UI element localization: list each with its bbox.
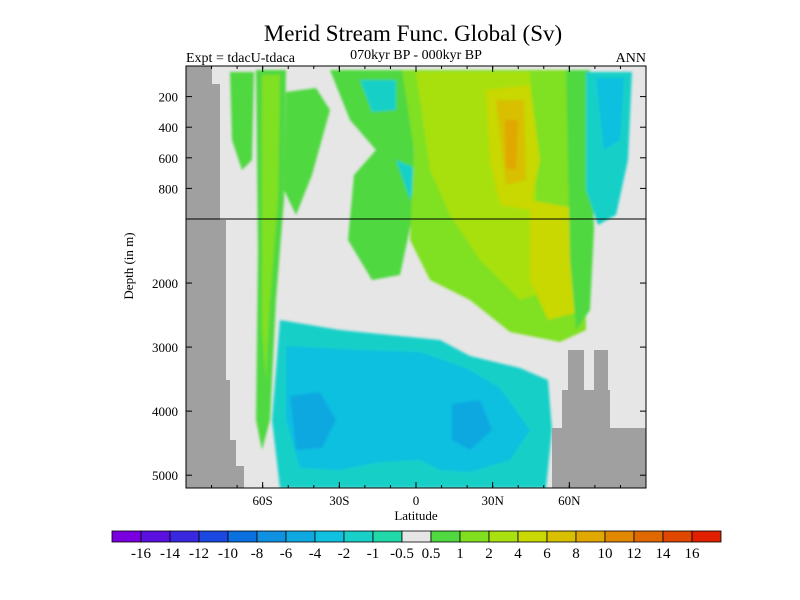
colorbar-swatch	[140, 530, 171, 543]
colorbar-swatch	[662, 530, 693, 543]
colorbar-label: 0.5	[422, 546, 441, 562]
time-range-label: 070kyr BP - 000kyr BP	[350, 48, 482, 63]
x-tick-label: 0	[413, 493, 420, 508]
colorbar-label: -6	[280, 546, 293, 562]
y-tick-label: 2000	[152, 276, 178, 291]
y-tick-label: 5000	[152, 468, 178, 483]
colorbar-label: 10	[598, 546, 613, 562]
x-tick-label: 60N	[558, 493, 581, 508]
x-tick-label: 60S	[253, 493, 273, 508]
northern-bathymetry	[552, 350, 646, 488]
colorbar-label: -16	[131, 546, 151, 562]
upper-tropical-cell	[230, 72, 254, 170]
colorbar-label: -10	[218, 546, 238, 562]
season-label: ANN	[616, 51, 646, 66]
colorbar-swatch	[256, 530, 287, 543]
experiment-label: Expt = tdacU-tdaca	[186, 51, 296, 66]
colorbar-swatch	[111, 530, 142, 543]
colorbar-swatch	[691, 530, 722, 543]
y-tick-label: 4000	[152, 404, 178, 419]
y-tick-label: 400	[159, 120, 179, 135]
colorbar-label: 6	[543, 546, 551, 562]
colorbar-swatch	[169, 530, 200, 543]
y-tick-label: 800	[159, 181, 179, 196]
colorbar-label: -14	[160, 546, 180, 562]
colorbar-swatch	[285, 530, 316, 543]
colorbar-swatch	[227, 530, 258, 543]
x-tick-label: 30S	[329, 493, 349, 508]
x-axis-label: Latitude	[394, 508, 438, 523]
colorbar-swatch	[372, 530, 403, 543]
colorbar-swatch	[604, 530, 635, 543]
colorbar-swatch	[488, 530, 519, 543]
colorbar-label: 16	[685, 546, 701, 562]
colorbar-label: -1	[367, 546, 380, 562]
colorbar-label: -12	[189, 546, 209, 562]
colorbar-swatch	[343, 530, 374, 543]
colorbar-label: 8	[572, 546, 580, 562]
y-tick-label: 600	[159, 151, 179, 166]
colorbar-label: -4	[309, 546, 322, 562]
north-high-latitude-inner	[596, 78, 624, 150]
x-tick-label: 30N	[481, 493, 504, 508]
aabw-core	[290, 392, 336, 450]
y-axis-label: Depth (in m)	[121, 232, 136, 299]
colorbar-label: 14	[656, 546, 672, 562]
colorbar-swatch	[633, 530, 664, 543]
contour-fills	[230, 70, 632, 488]
y-tick-label: 200	[159, 90, 179, 105]
colorbar-label: 12	[627, 546, 642, 562]
colorbar-label: -2	[338, 546, 351, 562]
colorbar-swatch	[314, 530, 345, 543]
colorbar-label: -8	[251, 546, 264, 562]
nadw-core-peak	[505, 120, 518, 170]
colorbar-label: 2	[485, 546, 493, 562]
colorbar-swatch	[198, 530, 229, 543]
y-axis: 200 400 600 800 2000 3000 4000 5000	[152, 90, 646, 483]
colorbar-swatch	[575, 530, 606, 543]
upper-tropical-cell-3	[330, 70, 416, 280]
upper-tropical-cell-2	[284, 88, 330, 215]
plot-area	[186, 66, 646, 488]
colorbar: -16 -14 -12 -10 -8 -6 -4 -2 -1 -0.5 0.5 1 2 4 6 8 10 12 14…	[111, 530, 722, 562]
colorbar-label: 1	[456, 546, 464, 562]
mid-cyan-patch	[360, 80, 396, 112]
colorbar-swatch	[546, 530, 577, 543]
colorbar-swatch	[430, 530, 461, 543]
colorbar-swatch	[459, 530, 490, 543]
colorbar-label: 4	[514, 546, 522, 562]
colorbar-label: -0.5	[390, 546, 414, 562]
y-tick-label: 3000	[152, 340, 178, 355]
x-axis: 60S 30S 0 30N 60N	[211, 66, 621, 508]
colorbar-swatch	[517, 530, 548, 543]
southern-bathymetry	[186, 66, 244, 488]
chart-title: Merid Stream Func. Global (Sv)	[264, 21, 562, 46]
colorbar-swatch	[401, 530, 432, 543]
southern-ocean-inner	[262, 75, 280, 380]
aabw-core-2	[452, 400, 492, 450]
